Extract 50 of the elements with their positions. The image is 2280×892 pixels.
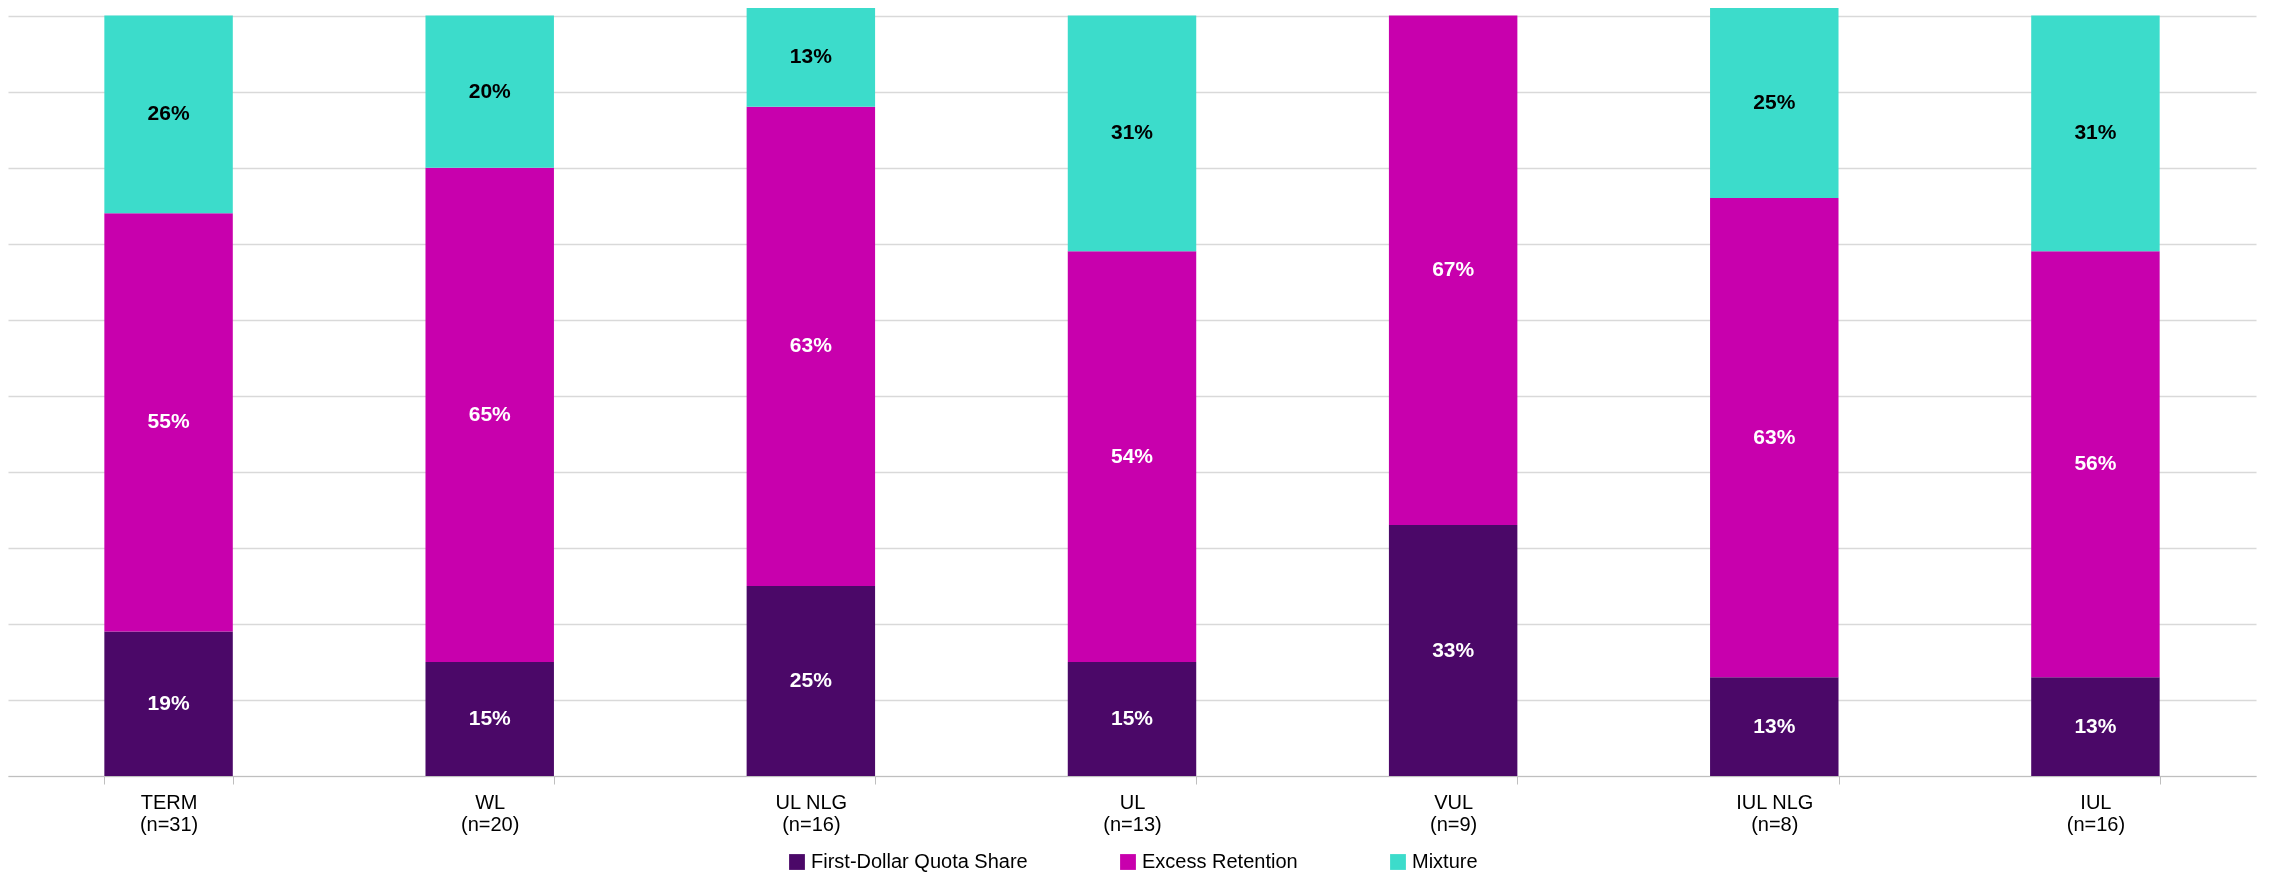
data-label: 20%	[468, 78, 512, 102]
bar	[1067, 15, 1197, 252]
data-label: 33%	[1432, 637, 1475, 661]
data-label: 65%	[468, 401, 512, 425]
bar	[1710, 677, 1839, 776]
x-tick-label: VUL (n=9)	[1430, 790, 1478, 835]
data-label: 67%	[1432, 257, 1475, 281]
bar	[1067, 661, 1197, 776]
bar	[746, 106, 876, 586]
legend-label: Mixture	[1412, 850, 1478, 872]
x-tick-label: TERM (n=31)	[139, 790, 199, 835]
data-label: 15%	[468, 705, 512, 729]
x-tick-label: IUL (n=16)	[2066, 790, 2126, 835]
x-tick-label: UL (n=13)	[1103, 790, 1162, 835]
bar	[1388, 525, 1518, 776]
bar	[2031, 677, 2160, 776]
data-label: 54%	[1110, 443, 1154, 467]
data-label: 15%	[1110, 705, 1154, 729]
data-label: 25%	[789, 667, 833, 691]
data-label: 13%	[1753, 713, 1796, 737]
data-label: 13%	[2074, 713, 2117, 737]
bar	[2031, 251, 2160, 678]
bar	[425, 167, 554, 662]
x-tick-label: WL (n=20)	[461, 790, 520, 835]
bar	[746, 585, 876, 776]
data-label: 63%	[1753, 424, 1796, 448]
bar	[1067, 251, 1197, 662]
bar	[104, 631, 233, 776]
data-label: 31%	[1110, 120, 1154, 144]
data-label: 25%	[1753, 90, 1796, 114]
bar	[1388, 15, 1518, 526]
bar	[2031, 15, 2160, 252]
data-label: 13%	[789, 44, 833, 68]
bar	[1710, 198, 1839, 678]
x-tick-label: IUL NLG (n=8)	[1736, 790, 1814, 835]
data-label: 26%	[147, 101, 190, 125]
bar	[425, 15, 554, 168]
data-label: 56%	[2074, 451, 2117, 475]
bar	[1710, 8, 1839, 199]
bar	[746, 8, 876, 107]
data-label: 55%	[147, 409, 190, 433]
x-tick-label: UL NLG (n=16)	[775, 790, 848, 835]
bar	[425, 661, 554, 776]
bar	[104, 213, 233, 632]
legend-label: Excess Retention	[1142, 850, 1298, 872]
data-label: 19%	[147, 690, 190, 714]
bar	[104, 15, 233, 214]
legend-label: First-Dollar Quota Share	[811, 850, 1028, 872]
data-label: 31%	[2074, 120, 2117, 144]
data-label: 63%	[789, 333, 833, 357]
